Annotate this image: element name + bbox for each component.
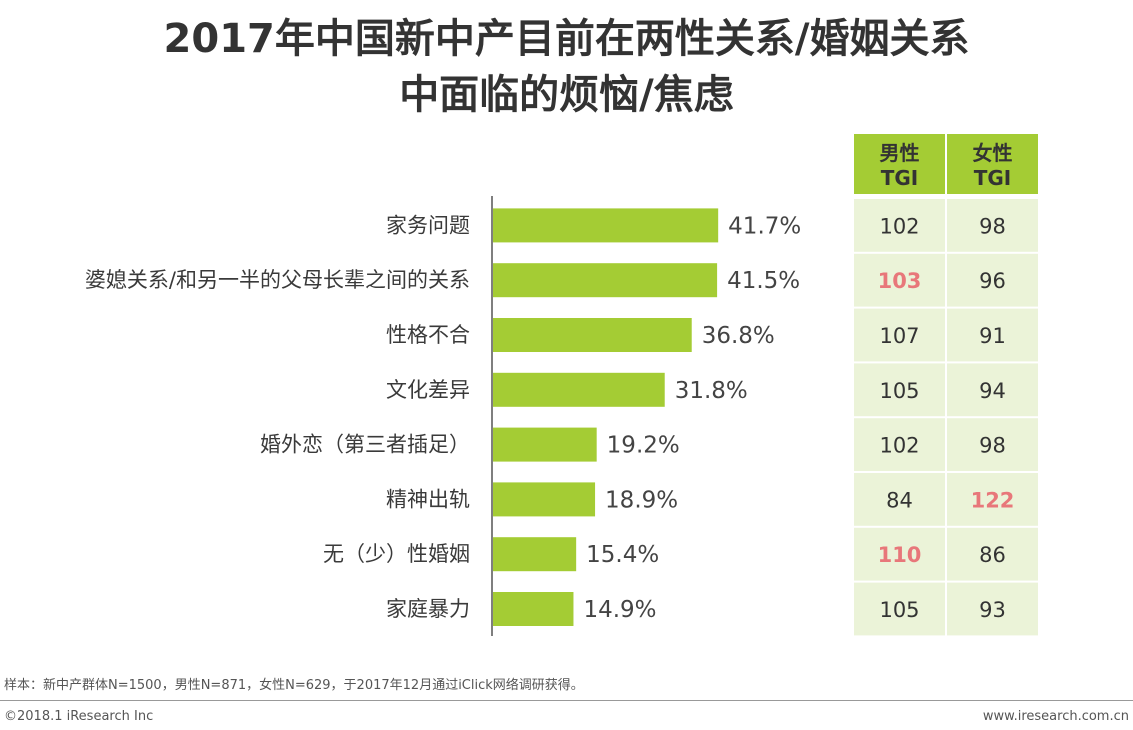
male-tgi-value: 110 bbox=[878, 543, 922, 567]
bar bbox=[493, 537, 577, 572]
tgi-cell bbox=[854, 363, 945, 417]
data-label: 18.9% bbox=[605, 487, 678, 513]
bar bbox=[493, 208, 719, 243]
data-label: 31.8% bbox=[675, 378, 748, 404]
tgi-cell bbox=[947, 418, 1038, 471]
tgi-header-label: TGI bbox=[974, 166, 1012, 190]
tgi-header-label: 男性 bbox=[880, 141, 920, 165]
data-label: 36.8% bbox=[702, 323, 775, 349]
category-label: 性格不合 bbox=[386, 323, 470, 347]
category-label: 婚外恋（第三者插足） bbox=[260, 433, 470, 457]
category-label: 家庭暴力 bbox=[386, 597, 470, 621]
female-tgi-value: 91 bbox=[979, 324, 1006, 348]
bar bbox=[493, 372, 665, 407]
bar bbox=[493, 482, 596, 517]
copyright-text: ©2018.1 iResearch Inc bbox=[4, 709, 154, 724]
male-tgi-value: 105 bbox=[879, 598, 919, 622]
tgi-cell bbox=[854, 199, 945, 252]
tgi-cell bbox=[947, 582, 1038, 636]
male-tgi-value: 102 bbox=[879, 434, 919, 458]
female-tgi-value: 98 bbox=[979, 434, 1006, 458]
bar bbox=[493, 263, 718, 298]
female-tgi-value: 122 bbox=[971, 488, 1015, 512]
female-tgi-value: 96 bbox=[979, 269, 1006, 293]
tgi-cell bbox=[947, 473, 1038, 526]
tgi-header-label: TGI bbox=[881, 166, 919, 190]
bar bbox=[493, 318, 692, 352]
male-tgi-value: 84 bbox=[886, 488, 913, 512]
female-tgi-value: 93 bbox=[979, 598, 1006, 622]
male-tgi-value: 103 bbox=[878, 269, 922, 293]
tgi-cell bbox=[947, 527, 1038, 581]
male-tgi-value: 105 bbox=[879, 379, 919, 403]
footer-divider bbox=[0, 700, 1133, 701]
data-label: 41.5% bbox=[727, 268, 800, 294]
bar bbox=[493, 427, 597, 462]
male-tgi-value: 102 bbox=[879, 214, 919, 238]
chart-title-line-1: 2017年中国新中产目前在两性关系/婚姻关系 bbox=[163, 16, 970, 62]
tgi-header-label: 女性 bbox=[973, 141, 1013, 165]
female-tgi-value: 98 bbox=[979, 214, 1006, 238]
sample-footnote: 样本：新中产群体N=1500，男性N=871，女性N=629，于2017年12月… bbox=[4, 678, 584, 693]
data-label: 14.9% bbox=[583, 597, 656, 623]
category-label: 家务问题 bbox=[386, 213, 470, 237]
male-tgi-value: 107 bbox=[879, 324, 919, 348]
tgi-header-cell bbox=[947, 134, 1038, 194]
tgi-cell bbox=[947, 199, 1038, 252]
tgi-cell bbox=[854, 473, 945, 526]
tgi-cell bbox=[947, 308, 1038, 362]
chart-title-line-2: 中面临的烦恼/焦虑 bbox=[399, 72, 734, 118]
website-link[interactable]: www.iresearch.com.cn bbox=[982, 709, 1129, 724]
female-tgi-value: 94 bbox=[979, 379, 1006, 403]
tgi-cell bbox=[854, 308, 945, 362]
bar bbox=[493, 592, 574, 626]
category-label: 无（少）性婚姻 bbox=[323, 542, 470, 566]
category-label: 婆媳关系/和另一半的父母长辈之间的关系 bbox=[85, 268, 470, 292]
bar-chart: 家务问题 41.7% 婆媳关系/和另一半的父母长辈之间的关系 41.5% 性格不合 36.… bbox=[85, 134, 1038, 636]
tgi-cell bbox=[854, 582, 945, 636]
category-label: 文化差异 bbox=[386, 378, 470, 402]
data-label: 15.4% bbox=[586, 542, 659, 568]
tgi-cell bbox=[947, 253, 1038, 307]
tgi-cell bbox=[854, 527, 945, 581]
female-tgi-value: 86 bbox=[979, 543, 1006, 567]
tgi-header-cell bbox=[854, 134, 945, 194]
tgi-cell bbox=[854, 418, 945, 471]
tgi-cell bbox=[947, 363, 1038, 417]
data-label: 41.7% bbox=[728, 213, 801, 239]
data-label: 19.2% bbox=[607, 433, 680, 459]
tgi-cell bbox=[854, 253, 945, 307]
category-label: 精神出轨 bbox=[386, 487, 470, 511]
